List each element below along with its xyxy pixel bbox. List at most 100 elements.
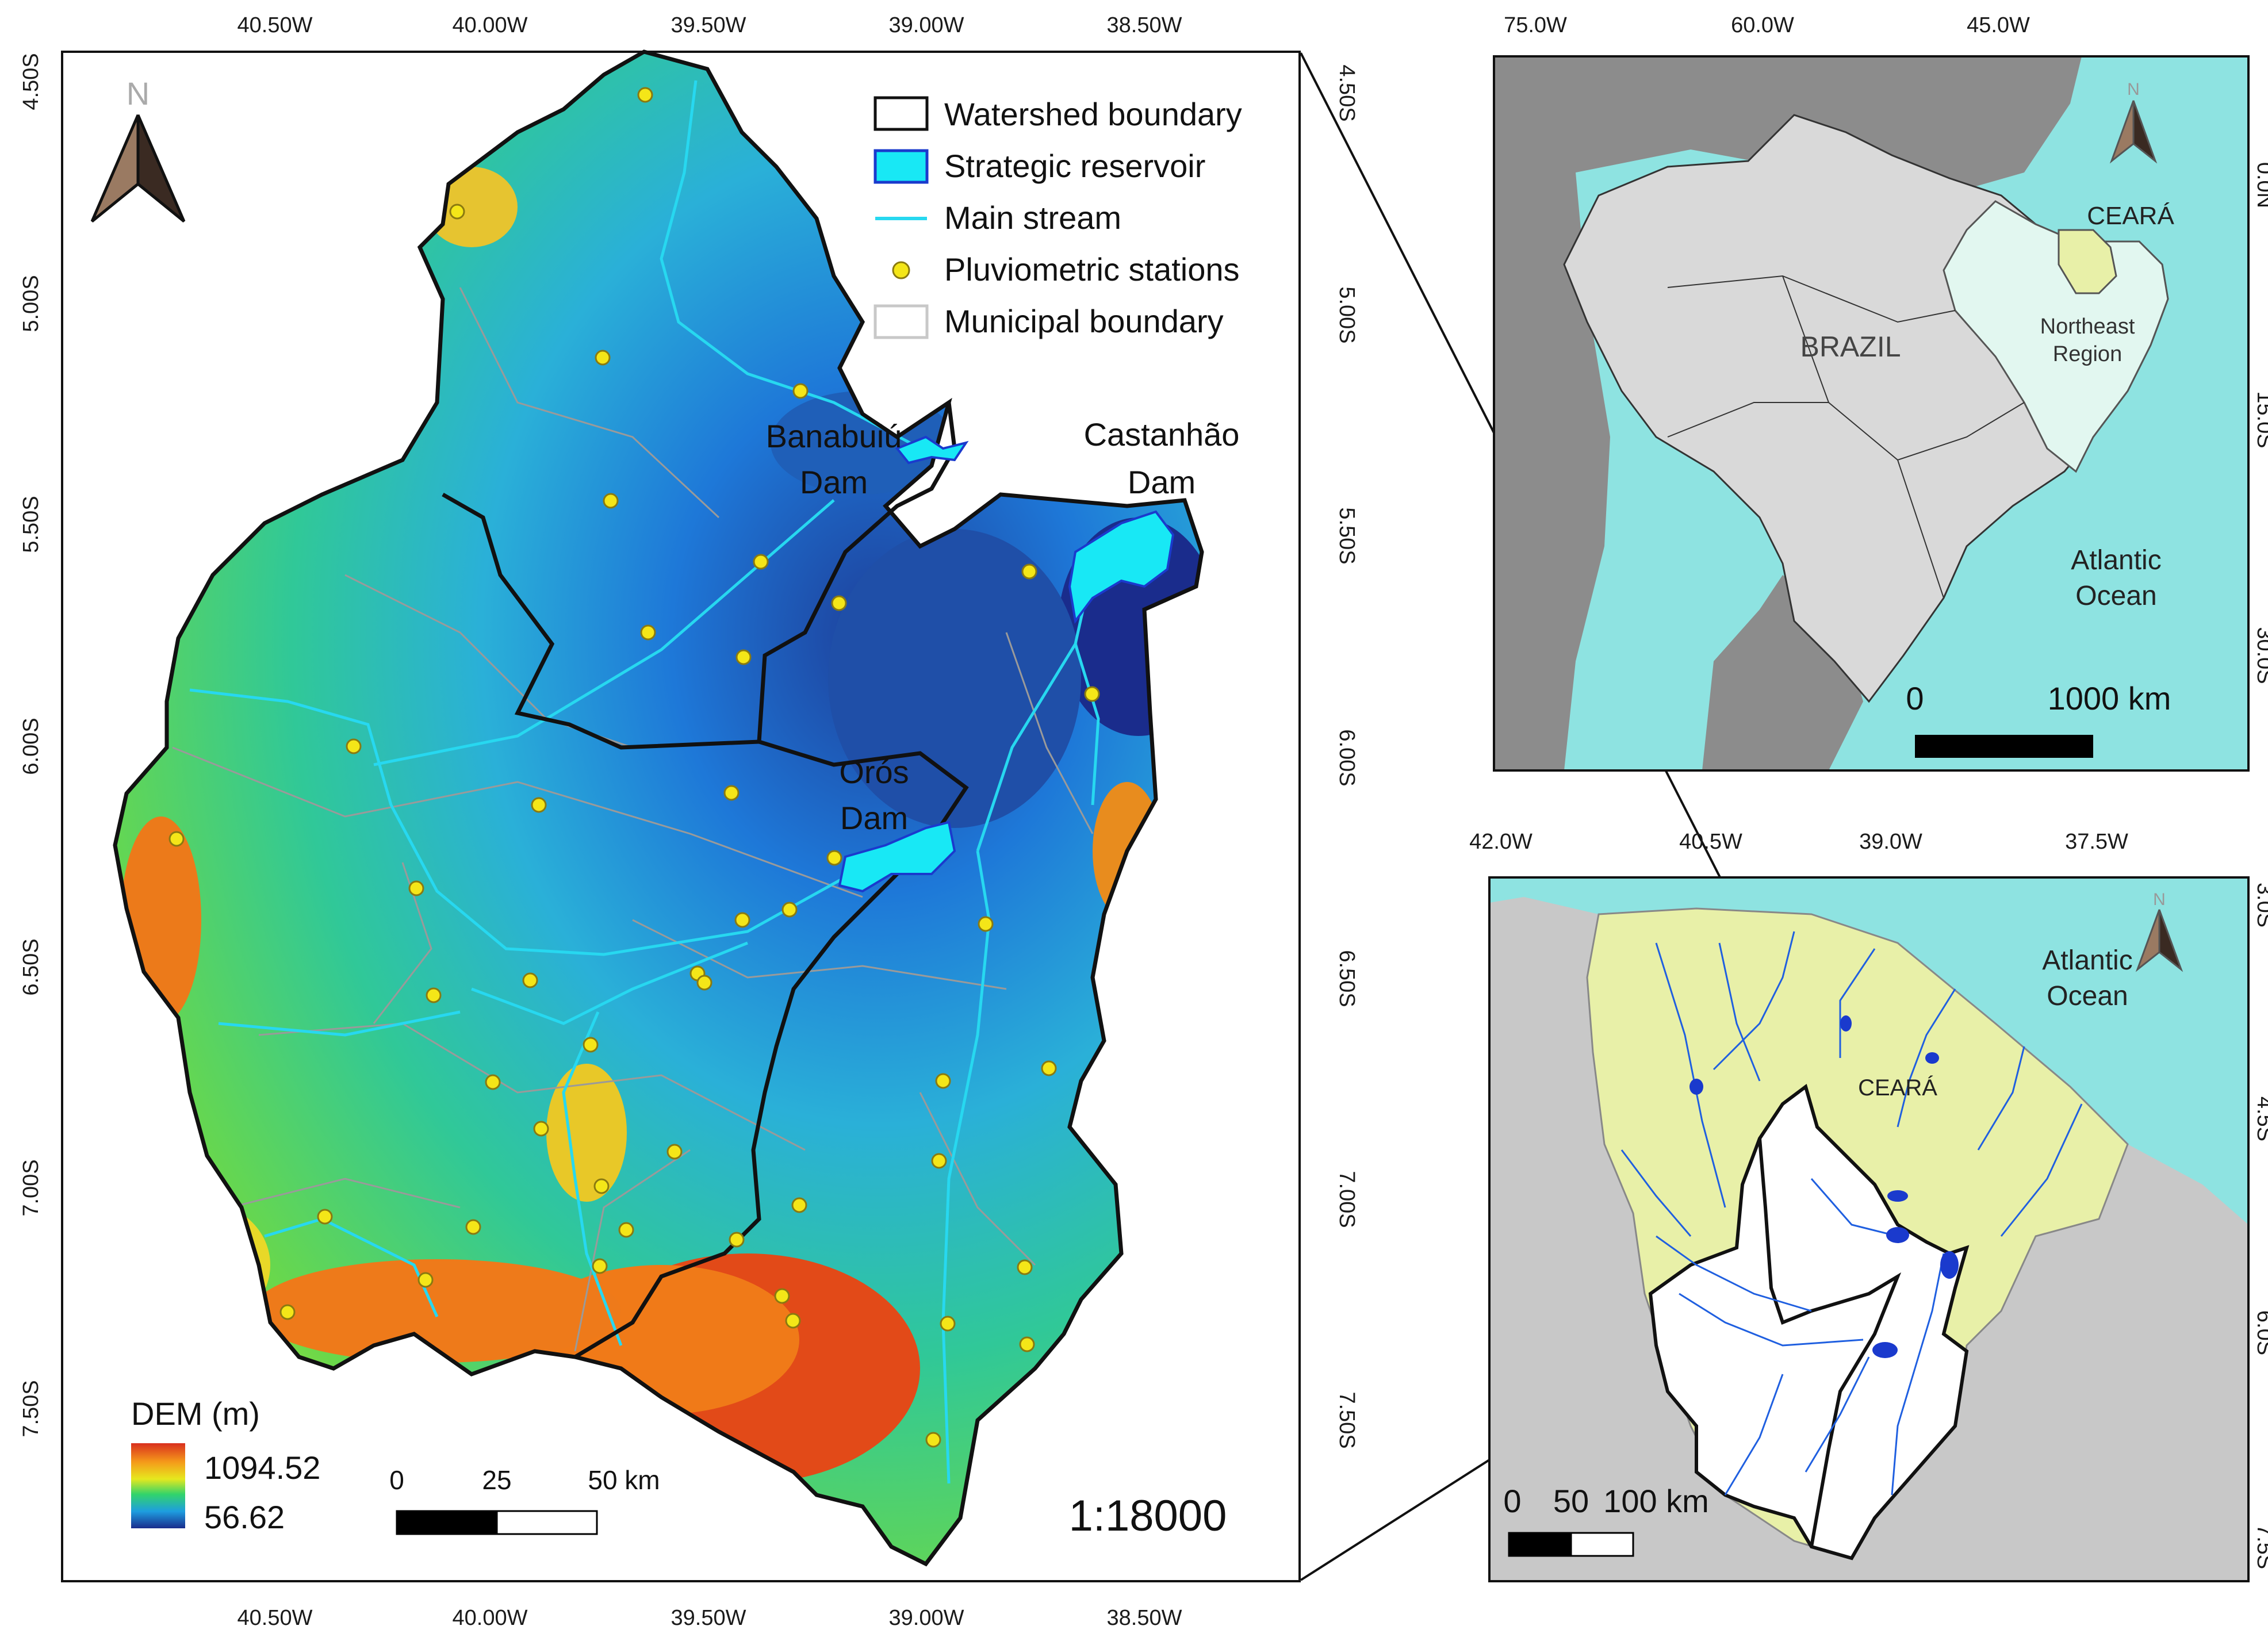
banabuiu-reservoir xyxy=(895,435,969,465)
station-point xyxy=(826,850,842,866)
brazil-inset: BRAZIL CEARÁ Northeast Region Atlantic O… xyxy=(1493,13,2268,772)
main-right-tick: 6.00S xyxy=(1335,729,1359,786)
main-scale-tick-0: 0 xyxy=(389,1465,404,1495)
station-point xyxy=(1017,1259,1033,1275)
castanhao-reservoir xyxy=(1068,510,1175,624)
ceara-right-tick: 3.0S xyxy=(2252,883,2268,927)
brazil-scale-1000: 1000 km xyxy=(2048,680,2171,716)
main-legend: Watershed boundary Strategic reservoir M… xyxy=(874,96,1242,339)
main-bottom-ticks: 40.50W 40.00W 39.50W 39.00W 38.50W xyxy=(237,1606,1182,1630)
station-point xyxy=(781,902,798,918)
station-point xyxy=(485,1074,501,1090)
scale-ratio: 1:18000 xyxy=(1069,1492,1227,1540)
main-bottom-tick: 40.50W xyxy=(237,1606,313,1630)
station-point xyxy=(595,350,611,366)
station-point xyxy=(603,493,619,509)
station-point xyxy=(592,1258,608,1274)
station-point xyxy=(696,975,712,991)
main-left-tick: 4.50S xyxy=(19,53,43,110)
legend-watershed-label: Watershed boundary xyxy=(944,96,1242,132)
station-point xyxy=(279,1304,296,1320)
ceara-reservoir xyxy=(1940,1251,1959,1279)
ceara-scale-100: 100 km xyxy=(1603,1483,1709,1519)
station-point xyxy=(785,1313,801,1329)
main-right-tick: 6.50S xyxy=(1335,950,1359,1007)
station-point xyxy=(792,383,809,399)
brazil-top-tick: 60.0W xyxy=(1731,13,1794,37)
main-left-tick: 6.50S xyxy=(19,938,43,995)
station-point xyxy=(791,1197,807,1213)
ceara-right-tick: 4.5S xyxy=(2252,1096,2268,1141)
legend-reservoir-label: Strategic reservoir xyxy=(944,148,1205,184)
station-point xyxy=(931,1153,947,1169)
station-point xyxy=(723,785,740,801)
main-left-ticks: 4.50S 5.00S 5.50S 6.00S 6.50S 7.00S 7.50… xyxy=(19,53,43,1437)
ceara-north-arrow: N xyxy=(2135,890,2183,972)
brazil-inset-ceara xyxy=(2058,229,2117,294)
south-america-land xyxy=(1494,56,2082,770)
main-top-tick: 40.00W xyxy=(453,13,528,37)
main-left-tick: 5.00S xyxy=(19,275,43,332)
ceara-top-tick: 40.5W xyxy=(1679,830,1742,854)
station-point xyxy=(640,624,656,641)
main-top-tick: 39.00W xyxy=(889,13,964,37)
banabuiu-label-1: Banabuiú xyxy=(766,418,902,454)
main-top-tick: 39.50W xyxy=(671,13,746,37)
ceara-watershed xyxy=(1648,1083,1970,1561)
castanhao-label-1: Castanhão xyxy=(1084,416,1240,453)
legend-municipal-label: Municipal boundary xyxy=(944,303,1224,339)
ceara-reservoir xyxy=(1872,1342,1898,1358)
station-point xyxy=(531,797,547,813)
brazil-label: BRAZIL xyxy=(1800,331,1901,363)
oros-label-2: Dam xyxy=(840,800,908,836)
main-scale-tick-25: 25 xyxy=(482,1465,511,1495)
main-north-label: N xyxy=(127,75,150,112)
station-point xyxy=(734,912,750,928)
ceara-ocean-label-1: Atlantic xyxy=(2042,945,2132,976)
station-point xyxy=(168,831,185,847)
legend-station-swatch xyxy=(892,261,910,279)
station-point xyxy=(426,987,442,1003)
legend-municipal-swatch xyxy=(874,304,929,339)
ceara-top-tick: 42.0W xyxy=(1469,830,1533,854)
ceara-reservoir xyxy=(1689,1079,1703,1095)
brazil-right-tick: 0.0N xyxy=(2252,162,2268,208)
brazil-ocean-label-1: Atlantic xyxy=(2071,545,2161,576)
station-point xyxy=(593,1178,610,1194)
station-point xyxy=(774,1288,790,1304)
legend-watershed-swatch xyxy=(874,96,929,131)
station-point xyxy=(925,1432,941,1448)
brazil-inset-ceara-label: CEARÁ xyxy=(2087,202,2174,230)
dem-legend-title: DEM (m) xyxy=(131,1395,260,1432)
oros-label-1: Orós xyxy=(839,754,909,790)
main-north-arrow: N xyxy=(90,75,186,223)
station-point xyxy=(465,1219,481,1235)
ceara-reservoir xyxy=(1887,1190,1908,1202)
station-point xyxy=(346,738,362,754)
brazil-right-tick: 30.0S xyxy=(2252,627,2268,684)
brazil-inset-frame xyxy=(1493,55,2250,772)
ceara-scale-50: 50 xyxy=(1553,1483,1589,1519)
station-point xyxy=(1021,563,1037,580)
station-point xyxy=(522,972,538,988)
station-point xyxy=(533,1121,549,1137)
brazil-right-tick: 15.0S xyxy=(2252,391,2268,448)
station-point xyxy=(408,880,424,896)
brazil-ocean-label-2: Ocean xyxy=(2075,581,2156,611)
main-left-tick: 7.50S xyxy=(19,1380,43,1437)
main-map: N Watershed boundary Strategic reservoir… xyxy=(19,13,1359,1630)
station-point xyxy=(831,595,847,611)
main-left-tick: 5.50S xyxy=(19,496,43,553)
station-point xyxy=(935,1073,951,1089)
dem-colorbar xyxy=(131,1443,185,1528)
main-right-tick: 5.00S xyxy=(1335,286,1359,343)
station-point xyxy=(417,1272,434,1288)
station-point xyxy=(940,1316,956,1332)
ceara-reservoirs xyxy=(1689,1015,1959,1358)
legend-station-label: Pluviometric stations xyxy=(944,251,1240,287)
station-point xyxy=(1084,686,1100,702)
station-point xyxy=(618,1222,634,1238)
brazil-state-lines xyxy=(1667,275,2025,599)
ceara-top-tick: 39.0W xyxy=(1859,830,1922,854)
ceara-ocean-label-2: Ocean xyxy=(2047,981,2128,1011)
